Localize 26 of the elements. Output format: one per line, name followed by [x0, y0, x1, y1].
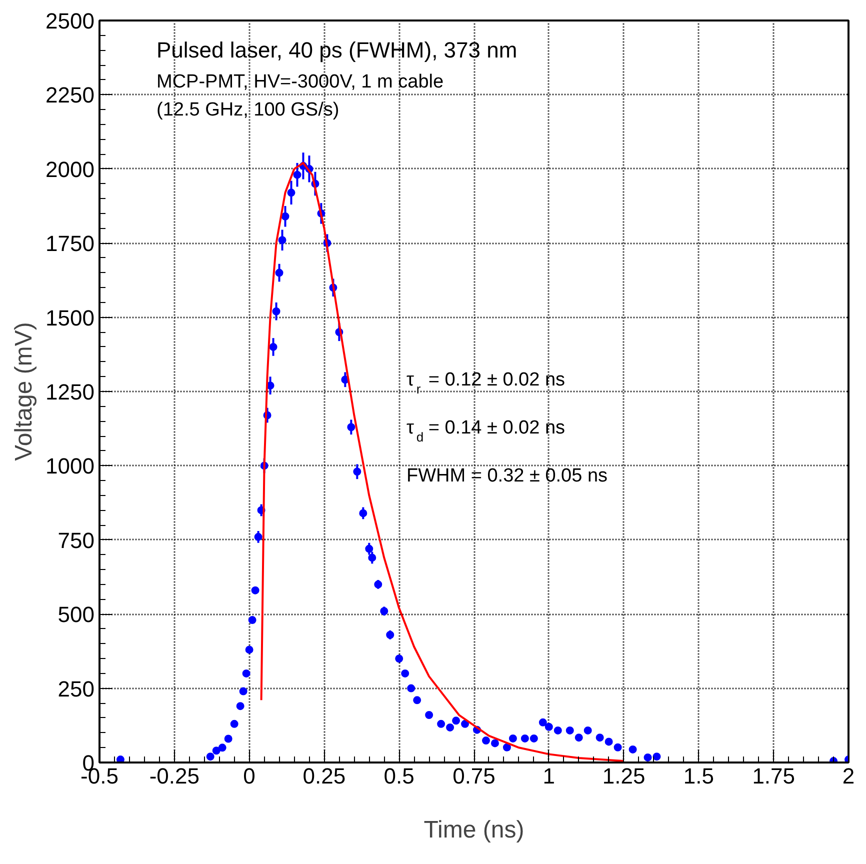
y-tick-label: 2500 — [46, 8, 95, 34]
y-tick-label: 1500 — [46, 305, 95, 330]
x-tick-label: 1.75 — [752, 764, 796, 788]
x-tick-label: 2 — [842, 764, 855, 788]
x-tick-label: 1.25 — [602, 764, 646, 788]
x-tick-label: 0.25 — [302, 764, 346, 788]
x-tick-label: 1 — [542, 764, 556, 788]
y-tick-label: 1250 — [46, 380, 95, 404]
x-tick-label: 0.5 — [384, 764, 414, 788]
text: MCP-PMT, HV=-3000V, 1 m cable — [156, 72, 444, 92]
x-axis-title: Time (ns) — [424, 816, 524, 844]
y-tick-label: 1750 — [46, 231, 95, 256]
x-tick-label: 0 — [243, 764, 256, 788]
annotation: FWHM = 0.32 ± 0.05 ns — [406, 466, 608, 486]
y-tick-label: 750 — [58, 528, 95, 553]
text: Pulsed laser, 40 ps (FWHM), 373 nm — [156, 38, 518, 62]
y-tick-label: 250 — [58, 676, 95, 702]
y-tick-label: 2000 — [46, 156, 95, 182]
annotation: (12.5 GHz, 100 GS/s) — [156, 100, 340, 120]
y-tick-label: 1000 — [46, 454, 95, 479]
y-tick-label: 2250 — [46, 82, 95, 108]
y-tick-label: 500 — [58, 602, 95, 628]
x-tick-label: -0.25 — [149, 764, 200, 788]
y-axis-title: Voltage (mV) — [10, 322, 38, 461]
x-tick-label: 0.75 — [452, 764, 496, 788]
x-tick-label: 1.5 — [683, 764, 714, 788]
